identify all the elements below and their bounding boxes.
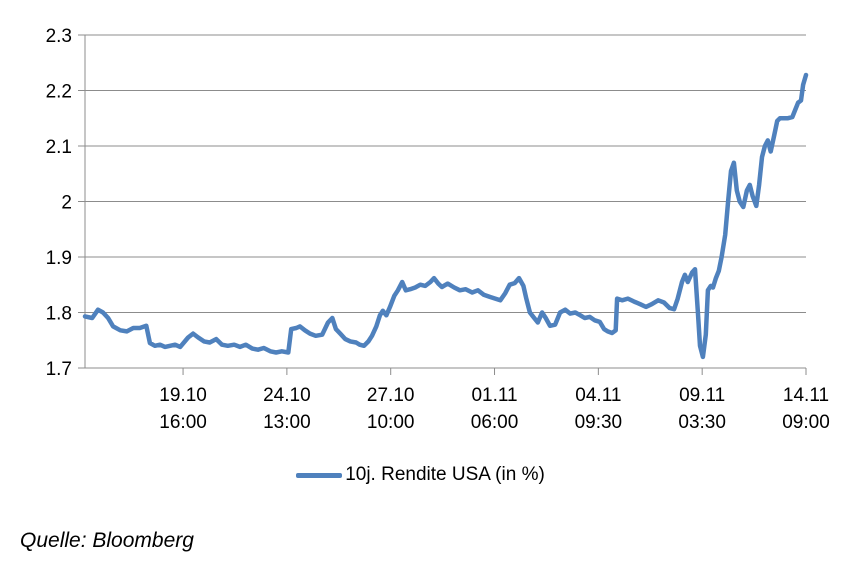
- y-tick-label: 2: [61, 193, 72, 214]
- series-line-10j-rendite-usa: [82, 72, 809, 360]
- legend-label: 10j. Rendite USA (in %): [345, 464, 545, 485]
- x-tick-label-date: 14.11: [783, 385, 829, 406]
- x-tick-label-date: 27.10: [367, 385, 415, 406]
- x-tick-label-time: 09:00: [782, 412, 830, 433]
- x-tick-label-time: 16:00: [159, 412, 207, 433]
- x-tick-label-date: 19.10: [159, 385, 207, 406]
- source-note: Quelle: Bloomberg: [20, 529, 194, 552]
- x-tick-label-time: 10:00: [367, 412, 415, 433]
- y-tick-label: 2.1: [46, 137, 72, 158]
- x-tick-label-time: 13:00: [263, 412, 311, 433]
- y-tick-label: 2.3: [46, 26, 72, 47]
- y-tick-label: 1.8: [46, 304, 72, 325]
- y-tick-label: 2.2: [46, 82, 72, 103]
- y-tick-label: 1.9: [46, 248, 72, 269]
- legend: 10j. Rendite USA (in %): [0, 464, 841, 486]
- legend-line-swatch: [296, 472, 343, 478]
- x-tick-label-time: 09:30: [575, 412, 623, 433]
- x-tick-label-time: 03:30: [678, 412, 726, 433]
- x-tick-label-time: 06:00: [471, 412, 519, 433]
- line-chart: 2.3 2.2 2.1 2 1.9 1.8 1.7 19.10 16:00 24.10 13:00 2…: [46, 26, 830, 433]
- x-tick-label-date: 01.11: [471, 385, 517, 406]
- x-tick-label-date: 09.11: [679, 385, 725, 406]
- x-tick-label-date: 04.11: [575, 385, 621, 406]
- x-tick-label-date: 24.10: [263, 385, 311, 406]
- y-tick-label: 1.7: [46, 359, 72, 380]
